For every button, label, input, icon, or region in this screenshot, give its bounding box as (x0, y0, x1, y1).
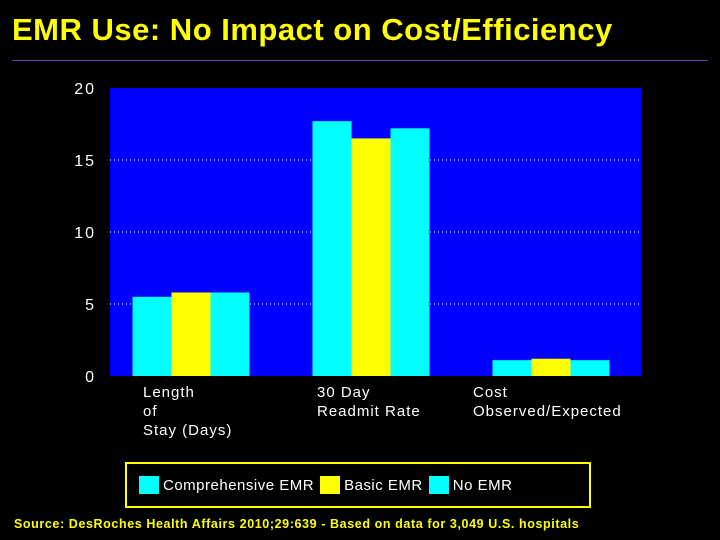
x-category-label: Cost Observed/Expected (473, 384, 622, 420)
x-category-label: 30 Day Readmit Rate (317, 384, 421, 420)
legend-item-comprehensive: Comprehensive EMR (139, 476, 314, 494)
title-divider (12, 60, 708, 61)
bar (492, 360, 532, 376)
legend-label-comprehensive: Comprehensive EMR (163, 476, 315, 494)
bar (570, 360, 610, 376)
chart-legend: Comprehensive EMR Basic EMR No EMR (125, 462, 591, 508)
y-tick-label: 15 (74, 153, 96, 170)
bar (210, 292, 250, 376)
bar (171, 292, 211, 376)
y-tick-label: 5 (85, 297, 96, 314)
page-title: EMR Use: No Impact on Cost/Efficiency (12, 12, 613, 47)
y-tick-label: 0 (85, 369, 96, 386)
legend-item-basic: Basic EMR (320, 476, 423, 494)
x-category-label: Length of Stay (Days) (143, 384, 233, 439)
legend-label-basic: Basic EMR (344, 476, 423, 494)
bar (390, 128, 430, 376)
y-tick-label: 20 (74, 81, 96, 98)
bar (312, 121, 352, 377)
bar (531, 358, 571, 376)
legend-swatch-none (428, 476, 449, 494)
source-footnote: Source: DesRoches Health Affairs 2010;29… (14, 517, 580, 531)
legend-swatch-comprehensive (139, 476, 159, 494)
legend-label-none: No EMR (452, 476, 513, 494)
bar (132, 296, 172, 376)
legend-item-none: No EMR (428, 476, 513, 494)
legend-swatch-basic (320, 476, 341, 494)
bar-chart: 0 5 10 15 20 (74, 81, 642, 386)
y-tick-label: 10 (74, 225, 96, 242)
bar (351, 138, 391, 376)
